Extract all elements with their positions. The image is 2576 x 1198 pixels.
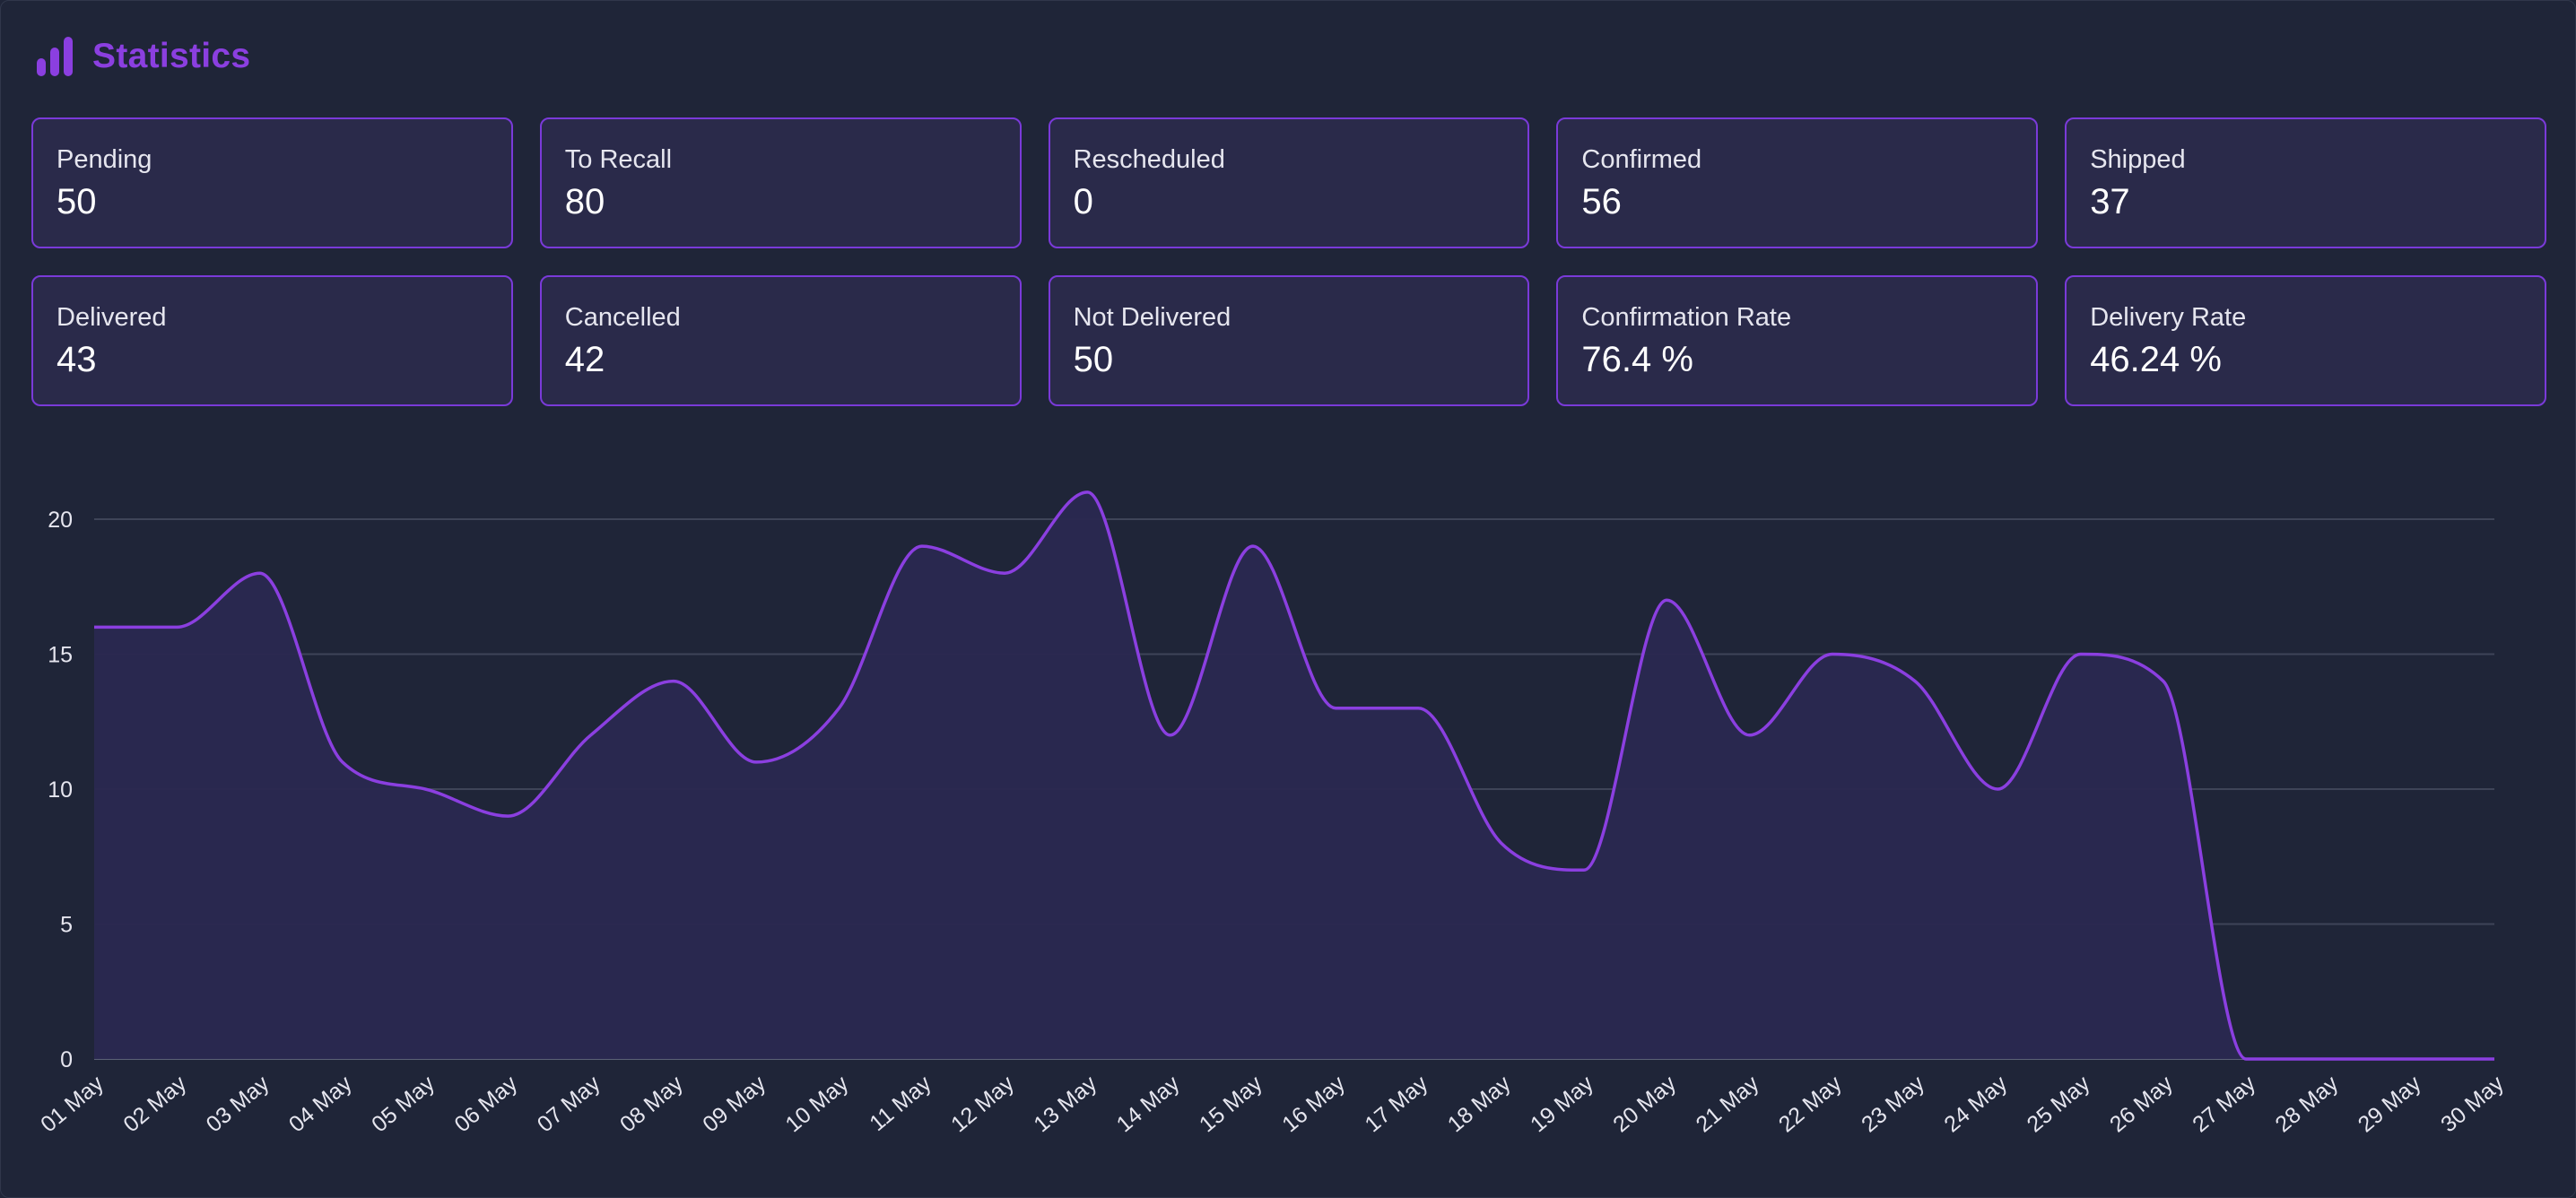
stat-card-shipped: Shipped 37 [2065, 117, 2546, 248]
stat-card-value: 0 [1073, 182, 1093, 221]
stat-card-pending: Pending 50 [31, 117, 513, 248]
x-tick-label: 04 May [284, 1071, 357, 1137]
y-axis-ticks: 0 5 10 15 20 [48, 508, 73, 1072]
x-tick-label: 12 May [946, 1071, 1019, 1137]
x-tick-label: 06 May [449, 1071, 522, 1137]
data-point-25-may [2080, 654, 2081, 655]
series-line [94, 490, 2494, 1061]
data-point-14-may [1170, 734, 1171, 735]
data-point-06-may [508, 816, 509, 817]
x-tick-label: 19 May [1526, 1071, 1598, 1137]
y-tick-label: 15 [48, 643, 73, 668]
stat-card-value: 50 [57, 182, 97, 221]
stat-card-label: Confirmed [1581, 145, 1702, 174]
x-axis-ticks: 01 May 02 May 03 May 04 May 05 May 06 May 07 M… [36, 1071, 2509, 1137]
data-point-30-may [2494, 1059, 2495, 1060]
stat-card-label: Shipped [2090, 145, 2186, 174]
x-tick-label: 13 May [1029, 1071, 1101, 1137]
x-tick-label: 03 May [202, 1071, 274, 1137]
x-tick-label: 24 May [1939, 1071, 2012, 1137]
x-tick-label: 09 May [698, 1071, 770, 1137]
x-tick-label: 22 May [1774, 1071, 1847, 1137]
stat-card-value: 43 [57, 340, 97, 379]
x-tick-label: 11 May [865, 1071, 936, 1136]
x-tick-label: 28 May [2271, 1071, 2344, 1137]
x-tick-label: 05 May [367, 1071, 439, 1137]
data-point-07-may [590, 734, 591, 735]
stat-card-to-recall: To Recall 80 [539, 117, 1022, 248]
stat-card-label: Delivery Rate [2090, 303, 2247, 332]
x-tick-label: 29 May [2354, 1071, 2426, 1137]
stat-card-label: Cancelled [564, 303, 681, 332]
stat-card-label: Delivered [57, 303, 167, 332]
x-tick-label: 20 May [1608, 1071, 1681, 1137]
data-point-19-may [1583, 870, 1584, 871]
page-title: Statistics [92, 37, 251, 75]
stat-card-delivered: Delivered 43 [31, 275, 513, 406]
x-tick-label: 16 May [1277, 1071, 1350, 1137]
stat-card-label: Confirmation Rate [1581, 303, 1792, 332]
y-tick-label: 10 [48, 777, 73, 803]
stat-card-confirmed: Confirmed 56 [1556, 117, 2039, 248]
stat-card-confirmation-rate: Confirmation Rate 76.4 % [1556, 275, 2039, 406]
x-tick-label: 17 May [1360, 1071, 1432, 1137]
x-tick-label: 30 May [2436, 1071, 2509, 1137]
bar-chart-icon [37, 37, 73, 76]
data-point-04-may [342, 761, 343, 762]
stat-card-value: 46.24 % [2090, 340, 2222, 379]
stat-card-not-delivered: Not Delivered 50 [1048, 275, 1530, 406]
stat-card-value: 50 [1073, 340, 1114, 379]
stat-card-value: 42 [564, 340, 605, 379]
stat-card-label: Not Delivered [1073, 303, 1231, 332]
x-tick-label: 25 May [2023, 1071, 2095, 1137]
data-point-03-may [259, 573, 260, 574]
stat-card-value: 37 [2090, 182, 2130, 221]
x-tick-label: 10 May [781, 1071, 854, 1137]
stat-card-rescheduled: Rescheduled 0 [1048, 117, 1530, 248]
stat-card-label: Pending [57, 145, 152, 174]
stat-card-value: 56 [1581, 182, 1622, 221]
data-point-01-may [94, 627, 95, 628]
y-tick-label: 20 [48, 508, 73, 533]
data-point-24-may [1997, 789, 1998, 790]
y-tick-label: 0 [60, 1047, 73, 1072]
x-tick-label: 23 May [1857, 1071, 1929, 1137]
x-tick-label: 02 May [118, 1071, 191, 1137]
data-point-05-may [425, 789, 426, 790]
stat-card-delivery-rate: Delivery Rate 46.24 % [2065, 275, 2546, 406]
data-point-11-may [921, 546, 922, 547]
chart-area-layer [94, 490, 2495, 1061]
stat-card-cancelled: Cancelled 42 [539, 275, 1022, 406]
data-point-09-may [756, 761, 757, 762]
x-tick-label: 27 May [2188, 1071, 2260, 1137]
x-tick-label: 08 May [615, 1071, 688, 1137]
data-point-15-may [1252, 546, 1253, 547]
y-tick-label: 5 [60, 913, 73, 938]
panel-header: Statistics [37, 37, 250, 76]
x-tick-label: 15 May [1195, 1071, 1267, 1137]
data-point-28-may [2328, 1059, 2329, 1060]
data-point-13-may [1087, 491, 1088, 492]
stat-card-value: 80 [564, 182, 605, 221]
x-tick-label: 14 May [1112, 1071, 1185, 1137]
stat-card-value: 76.4 % [1581, 340, 1693, 379]
data-point-02-may [177, 627, 178, 628]
series-area-fill [94, 491, 2494, 1059]
stat-card-label: Rescheduled [1073, 145, 1225, 174]
data-point-29-may [2411, 1059, 2412, 1060]
stat-cards: Pending 50 To Recall 80 Rescheduled 0 Co… [31, 117, 2546, 406]
x-tick-label: 26 May [2105, 1071, 2178, 1137]
x-tick-label: 21 May [1692, 1071, 1764, 1137]
x-tick-label: 07 May [533, 1071, 605, 1137]
x-tick-label: 18 May [1443, 1071, 1516, 1137]
data-point-27-may [2246, 1059, 2247, 1060]
stat-card-label: To Recall [564, 145, 673, 174]
x-tick-label: 01 May [36, 1071, 109, 1137]
data-point-21-may [1749, 734, 1750, 735]
